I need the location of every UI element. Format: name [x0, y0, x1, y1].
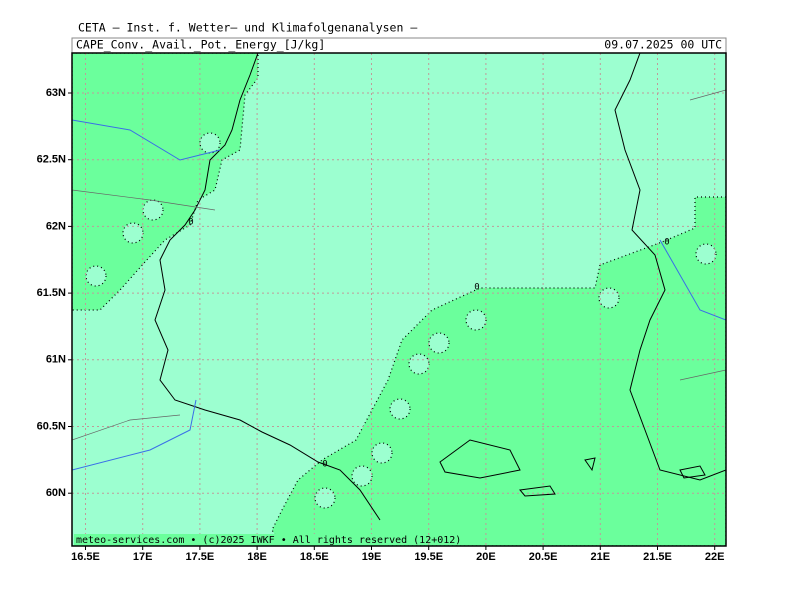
contour-label: 0 [474, 283, 479, 293]
coastline [614, 53, 726, 481]
borders [72, 89, 726, 441]
footer-bg [74, 534, 386, 546]
rivers [72, 119, 726, 471]
lon-label: 19E [362, 551, 382, 563]
cape-holes [85, 132, 717, 509]
lat-label: 62.5N [37, 154, 66, 166]
lat-label: 61N [46, 354, 66, 366]
lon-label: 19.5E [414, 551, 443, 563]
lon-label: 22E [705, 551, 725, 563]
lat-label: 60.5N [37, 420, 66, 432]
grid [72, 53, 726, 546]
lon-label: 21.5E [643, 551, 672, 563]
lon-label: 18E [247, 551, 267, 563]
islands [439, 439, 706, 497]
lat-label: 61.5N [37, 287, 66, 299]
title: CETA — Inst. f. Wetter— und Klimafolgena… [78, 21, 417, 35]
frame [71, 52, 727, 547]
coastline [154, 53, 381, 521]
map-area: 0 0 0 0 meteo-services.com • (c)2025 IWKF •… [72, 53, 726, 546]
contour-label: 0 [188, 218, 193, 228]
ticks: 16.5E 17E 17.5E 18E 18.5E 19E 19.5E 20E 20.5E 21E… [37, 87, 725, 563]
footer: meteo-services.com • (c)2025 IWKF • All … [76, 535, 461, 546]
contour-label: 0 [322, 460, 327, 470]
lon-label: 16.5E [71, 551, 100, 563]
lat-label: 62N [46, 220, 66, 232]
valid-date: 09.07.2025 00 UTC [604, 38, 722, 52]
contour-labels: 0 0 0 0 [188, 218, 669, 470]
lon-label: 18.5E [300, 551, 329, 563]
lon-label: 17.5E [186, 551, 215, 563]
lat-label: 60N [46, 487, 66, 499]
contour-label: 0 [664, 238, 669, 248]
cape-region [72, 53, 259, 311]
lat-label: 63N [46, 87, 66, 99]
lon-label: 17E [133, 551, 153, 563]
field-name: CAPE_Conv._Avail._Pot._Energy_[J/kg] [76, 38, 325, 52]
lon-label: 20E [476, 551, 496, 563]
lon-label: 20.5E [529, 551, 558, 563]
lon-label: 21E [591, 551, 611, 563]
